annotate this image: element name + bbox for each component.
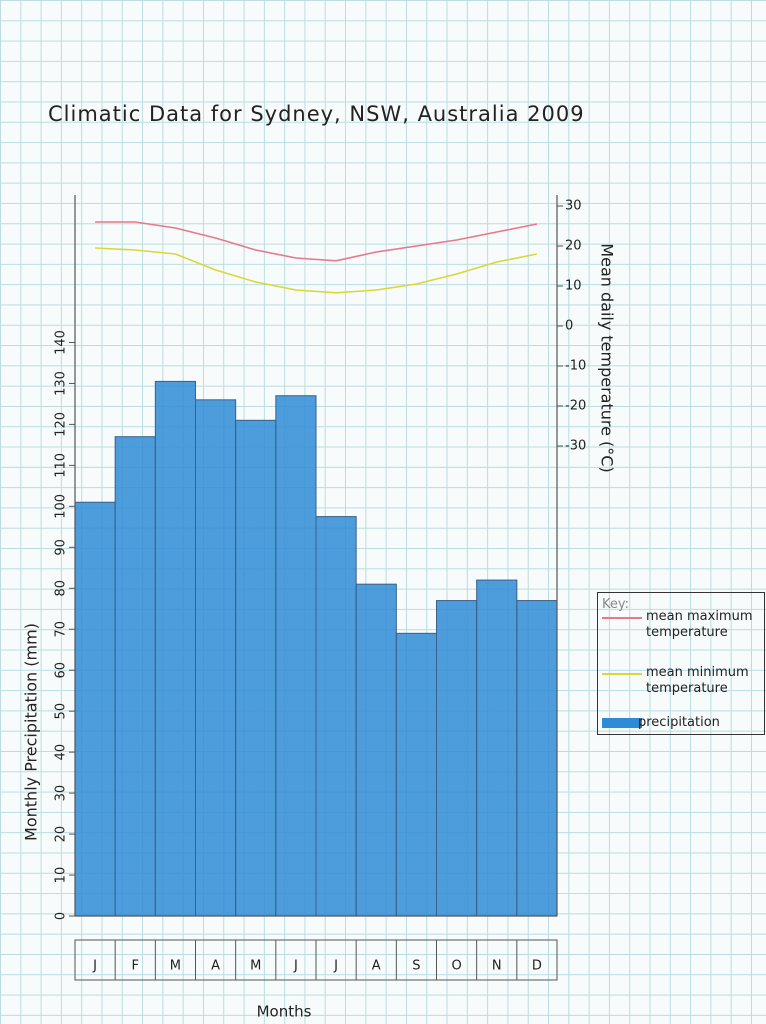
x-tick-label: J (293, 959, 298, 974)
x-tick-label: F (132, 959, 139, 974)
bar (436, 600, 478, 917)
x-tick-label: M (250, 959, 261, 974)
bar (154, 380, 196, 917)
legend-title: Key: (602, 597, 630, 612)
y-tick-label: 50 (54, 703, 69, 720)
x-tick-label: A (372, 959, 381, 974)
y-tick-label: 30 (54, 785, 69, 802)
bar (235, 419, 277, 917)
legend-label: mean maximum temperature (646, 609, 753, 640)
y2-tick-label: 10 (565, 279, 582, 294)
legend-label: mean minimum temperature (646, 665, 749, 696)
bar (74, 501, 116, 917)
bar (315, 516, 357, 917)
bar (355, 583, 397, 917)
y-tick-label: 0 (54, 912, 69, 920)
x-tick-label: J (333, 959, 338, 974)
bar (195, 399, 237, 917)
legend-label: precipitation (638, 715, 720, 730)
y-tick-label: 90 (54, 539, 69, 556)
y-tick-label: 40 (54, 744, 69, 761)
x-tick-label: N (492, 959, 502, 974)
x-tick-label: S (412, 959, 420, 974)
x-tick-label: A (211, 959, 220, 974)
y2-tick-label: -10 (565, 359, 586, 374)
x-tick-label: O (451, 959, 461, 974)
x-tick-label: D (532, 959, 542, 974)
y-axis-label: Monthly Precipitation (mm) (22, 623, 41, 841)
legend-swatch (602, 673, 642, 675)
y-tick-label: 20 (54, 826, 69, 843)
chart-title: Climatic Data for Sydney, NSW, Australia… (48, 102, 585, 126)
y-tick-label: 80 (54, 580, 69, 597)
bar (476, 579, 518, 917)
bar (275, 395, 317, 917)
y-tick-label: 60 (54, 662, 69, 679)
y2-tick-label: 20 (565, 239, 582, 254)
y-tick-label: 70 (54, 621, 69, 638)
y2-axis-label: Mean daily temperature (°C) (598, 243, 617, 472)
y2-tick-label: 30 (565, 199, 582, 214)
bar (114, 436, 156, 917)
y2-tick-label: 0 (565, 319, 573, 334)
y2-tick-label: -20 (565, 399, 586, 414)
legend-swatch (602, 617, 642, 619)
line (95, 247, 538, 294)
y-tick-label: 130 (54, 371, 69, 396)
legend-swatch (602, 718, 642, 728)
x-tick-label: M (170, 959, 181, 974)
x-tick-label: J (92, 959, 97, 974)
legend: Key: precipitation mean maximum temperatu… (597, 592, 765, 735)
y-tick-label: 110 (54, 453, 69, 478)
y-tick-label: 140 (54, 330, 69, 355)
y2-tick-label: -30 (565, 439, 586, 454)
y-tick-label: 120 (54, 412, 69, 437)
bar (516, 600, 558, 917)
y-tick-label: 100 (54, 494, 69, 519)
x-axis-label: Months (257, 1003, 312, 1021)
line (95, 221, 538, 262)
bar (395, 632, 438, 917)
y-tick-label: 10 (54, 867, 69, 884)
